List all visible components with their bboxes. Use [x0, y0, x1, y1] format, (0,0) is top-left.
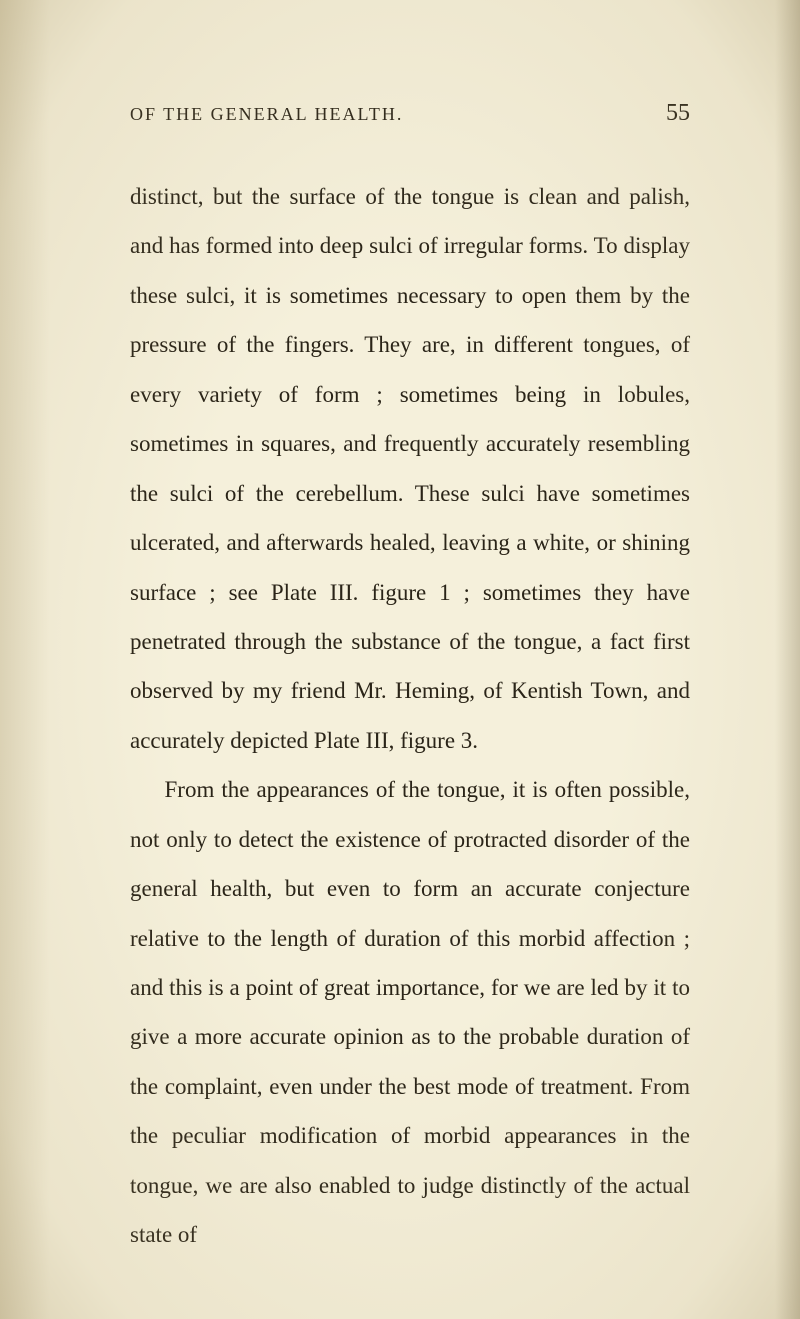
paragraph-1: distinct, but the surface of the tongue … [130, 172, 690, 765]
book-page: OF THE GENERAL HEALTH. 55 distinct, but … [0, 0, 800, 1319]
paragraph-2: From the appearances of the tongue, it i… [130, 765, 690, 1259]
page-number: 55 [666, 100, 690, 127]
running-title: OF THE GENERAL HEALTH. [130, 104, 403, 125]
body-text: distinct, but the surface of the tongue … [130, 172, 690, 1260]
page-header: OF THE GENERAL HEALTH. 55 [130, 100, 690, 127]
